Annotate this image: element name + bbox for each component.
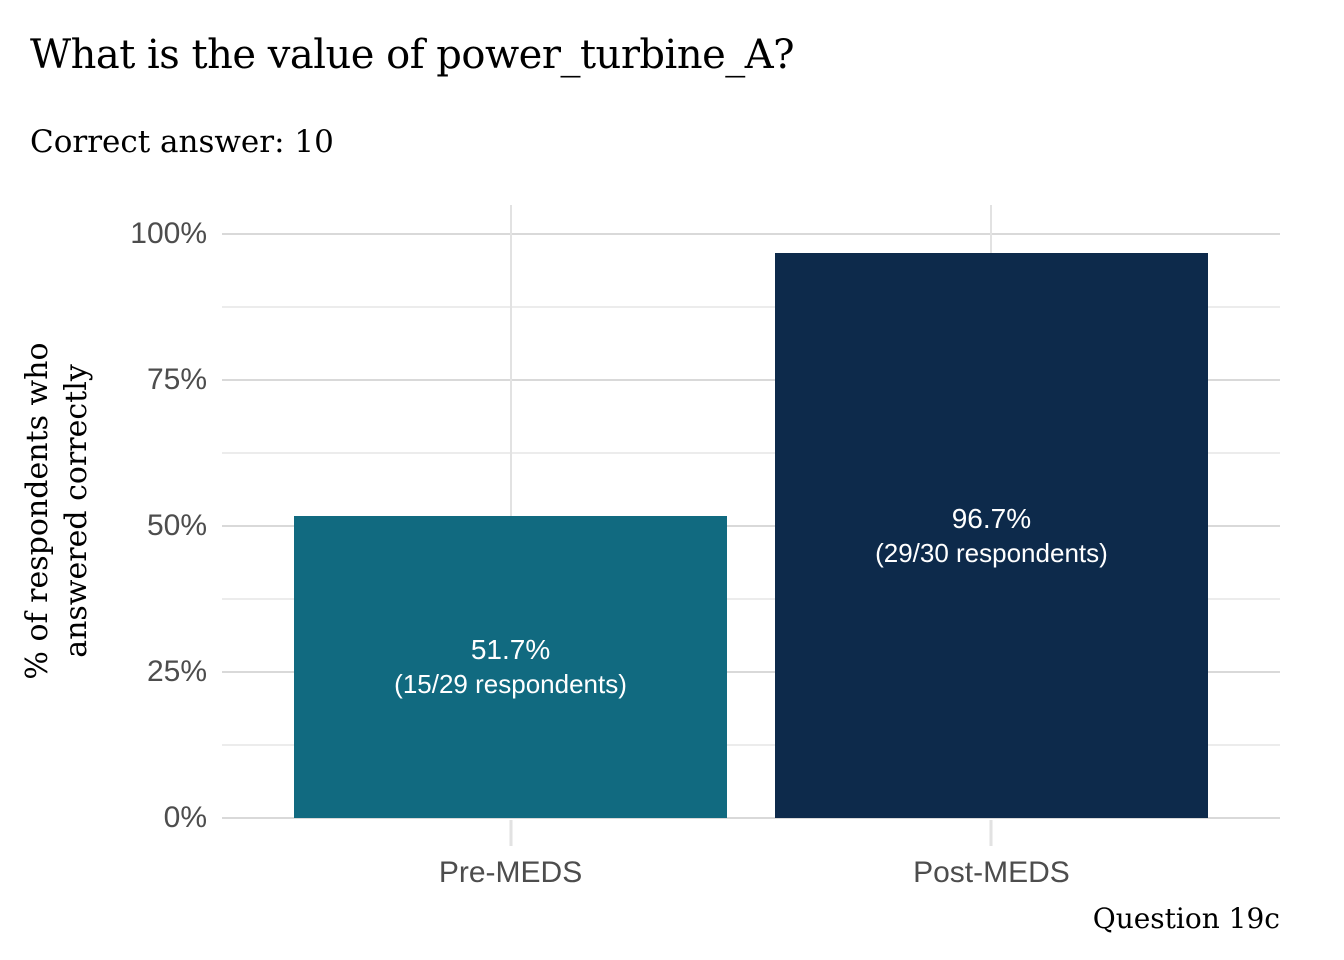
bar-post-meds: 96.7% (29/30 respondents) <box>775 253 1208 818</box>
gridline-major-y <box>222 817 1280 819</box>
bar-count-pre-meds: (15/29 respondents) <box>394 669 627 700</box>
y-tick-label-50pct: 50% <box>146 509 207 543</box>
y-axis-tick-labels: 0% 25% 50% 75% 100% <box>0 205 207 833</box>
gridline-vertical-x <box>509 205 512 818</box>
bar-pre-meds: 51.7% (15/29 respondents) <box>294 516 727 818</box>
gridline-major-y <box>222 379 1280 382</box>
gridline-minor-y <box>222 306 1280 309</box>
gridline-minor-y <box>222 452 1280 455</box>
x-tick-mark <box>989 820 993 846</box>
plot-panel: 51.7% (15/29 respondents) 96.7% (29/30 r… <box>222 205 1280 819</box>
x-tick-label-post-meds: Post-MEDS <box>913 856 1070 889</box>
bar-percent-post-meds: 96.7% <box>951 502 1032 534</box>
gridline-minor-y <box>222 598 1280 601</box>
x-tick-mark <box>509 820 513 846</box>
chart-title: What is the value of power_turbine_A? <box>30 32 795 78</box>
y-tick-label-25pct: 25% <box>146 655 207 689</box>
gridline-major-y <box>222 671 1280 674</box>
bar-count-post-meds: (29/30 respondents) <box>875 537 1108 568</box>
gridline-major-y <box>222 525 1280 528</box>
caption: Question 19c <box>1092 902 1280 935</box>
bar-label-pre-meds: 51.7% (15/29 respondents) <box>294 633 727 701</box>
y-tick-label-100pct: 100% <box>130 217 207 251</box>
y-tick-label-0pct: 0% <box>163 801 207 834</box>
bar-percent-pre-meds: 51.7% <box>470 634 551 666</box>
chart-subtitle: Correct answer: 10 <box>30 124 334 160</box>
gridline-minor-y <box>222 744 1280 747</box>
x-axis: Pre-MEDS Post-MEDS <box>222 818 1280 908</box>
y-tick-label-75pct: 75% <box>146 363 207 397</box>
gridline-major-y <box>222 233 1280 236</box>
bar-label-post-meds: 96.7% (29/30 respondents) <box>775 502 1208 570</box>
x-tick-label-pre-meds: Pre-MEDS <box>438 856 583 889</box>
